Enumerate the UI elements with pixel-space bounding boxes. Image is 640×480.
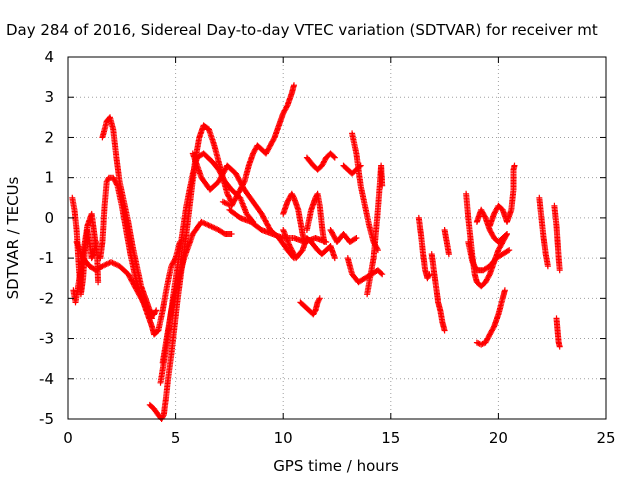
- data-series-track: [364, 162, 386, 298]
- data-marks: [69, 82, 563, 422]
- y-tick-label: 1: [44, 169, 54, 187]
- data-series-track: [473, 287, 508, 348]
- data-series-track: [280, 190, 308, 245]
- data-series-track: [486, 162, 518, 229]
- y-tick-label: 4: [44, 48, 54, 66]
- plot-frame: [67, 56, 607, 420]
- data-series-track: [553, 315, 563, 350]
- x-tick-label: 15: [381, 429, 400, 447]
- chart-title: Day 284 of 2016, Sidereal Day-to-day VTE…: [6, 21, 598, 39]
- x-axis-label: GPS time / hours: [273, 457, 399, 475]
- y-tick-label: -5: [39, 410, 54, 428]
- data-series-track: [428, 251, 448, 334]
- data-series-track: [465, 239, 513, 274]
- data-series-track: [280, 227, 338, 262]
- y-axis-label: SDTVAR / TECUs: [4, 176, 22, 299]
- data-series-track: [327, 227, 360, 245]
- x-axis: 0 5 10 15 20 25: [63, 57, 616, 447]
- y-tick-label: 2: [44, 128, 54, 146]
- data-series-track: [536, 194, 551, 270]
- y-tick-label: 3: [44, 88, 54, 106]
- data-series-track: [441, 227, 452, 258]
- y-tick-label: -3: [39, 330, 54, 348]
- y-tick-label: -2: [39, 289, 54, 307]
- y-tick-label: 0: [44, 209, 54, 227]
- data-series-track: [344, 255, 386, 286]
- x-tick-label: 10: [274, 429, 293, 447]
- y-tick-label: -1: [39, 249, 54, 267]
- data-series-track: [159, 218, 235, 366]
- data-series-track: [303, 150, 338, 173]
- data-series-track: [297, 295, 323, 318]
- x-tick-label: 0: [63, 429, 73, 447]
- y-axis: -5 -4 -3 -2 -1 0 1 2 3 4: [39, 48, 606, 428]
- x-tick-label: 20: [489, 429, 508, 447]
- data-series-track: [551, 202, 563, 274]
- x-tick-label: 25: [596, 429, 615, 447]
- data-series-track: [415, 214, 433, 282]
- data-series-track: [219, 82, 297, 209]
- y-tick-label: -4: [39, 370, 54, 388]
- data-series-track: [189, 150, 297, 262]
- data-series-track: [99, 114, 160, 318]
- data-series-track: [303, 190, 328, 245]
- x-tick-label: 5: [171, 429, 181, 447]
